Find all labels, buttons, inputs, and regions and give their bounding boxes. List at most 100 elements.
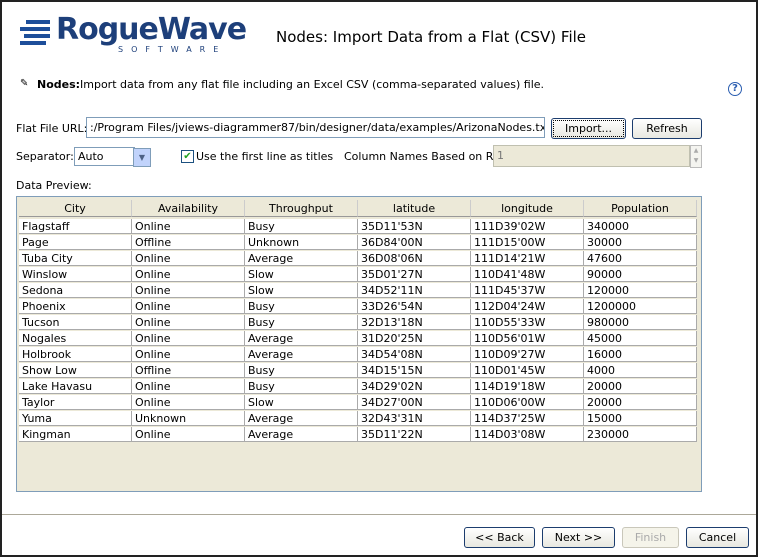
table-cell: 32D13'18N xyxy=(358,315,471,330)
row-label: Column Names Based on Row: xyxy=(344,150,512,163)
table-cell: Average xyxy=(245,251,358,266)
column-header: Throughput xyxy=(245,200,358,217)
table-cell: Average xyxy=(245,331,358,346)
table-cell: 120000 xyxy=(584,283,697,298)
table-cell: 34D27'00N xyxy=(358,395,471,410)
table-cell: Lake Havasu xyxy=(19,379,132,394)
column-header: longitude xyxy=(471,200,584,217)
table-cell: Average xyxy=(245,347,358,362)
table-cell: Offline xyxy=(132,363,245,378)
finish-button: Finish xyxy=(622,527,679,548)
table-cell: 35D11'53N xyxy=(358,219,471,234)
table-cell: 31D20'25N xyxy=(358,331,471,346)
table-cell: Kingman xyxy=(19,427,132,442)
table-cell: Online xyxy=(132,379,245,394)
table-cell: Online xyxy=(132,427,245,442)
column-header: City xyxy=(19,200,132,217)
table-cell: Online xyxy=(132,283,245,298)
table-cell: 33D26'54N xyxy=(358,299,471,314)
table-cell: 34D52'11N xyxy=(358,283,471,298)
table-cell: 34D54'08N xyxy=(358,347,471,362)
table-cell: 47600 xyxy=(584,251,697,266)
table-cell: 32D43'31N xyxy=(358,411,471,426)
import-button[interactable]: Import... xyxy=(551,118,626,139)
table-cell: Nogales xyxy=(19,331,132,346)
back-button[interactable]: << Back xyxy=(464,527,535,548)
table-cell: 20000 xyxy=(584,379,697,394)
url-label: Flat File URL: xyxy=(16,122,88,135)
table-cell: 35D11'22N xyxy=(358,427,471,442)
table-cell: 45000 xyxy=(584,331,697,346)
table-cell: 1200000 xyxy=(584,299,697,314)
table-cell: 111D15'00W xyxy=(471,235,584,250)
table-cell: Tucson xyxy=(19,315,132,330)
logo-icon xyxy=(20,18,50,46)
intro-label: Nodes: xyxy=(37,78,81,91)
table-cell: 110D01'45W xyxy=(471,363,584,378)
table-cell: 4000 xyxy=(584,363,697,378)
intro-text: Import data from any flat file including… xyxy=(80,78,545,91)
table-cell: 30000 xyxy=(584,235,697,250)
row-spinner[interactable]: ▲ ▼ xyxy=(690,145,702,168)
column-header: Availability xyxy=(132,200,245,217)
logo-sub: SOFTWARE xyxy=(118,45,227,54)
table-cell: Taylor xyxy=(19,395,132,410)
table-cell: Holbrook xyxy=(19,347,132,362)
table-cell: Tuba City xyxy=(19,251,132,266)
table-cell: 111D39'02W xyxy=(471,219,584,234)
table-cell: 16000 xyxy=(584,347,697,362)
table-cell: Winslow xyxy=(19,267,132,282)
table-cell: Busy xyxy=(245,315,358,330)
table-cell: 230000 xyxy=(584,427,697,442)
table-cell: Average xyxy=(245,411,358,426)
table-cell: Sedona xyxy=(19,283,132,298)
table-cell: 980000 xyxy=(584,315,697,330)
table-cell: Online xyxy=(132,251,245,266)
table-cell: Show Low xyxy=(19,363,132,378)
table-cell: 111D45'37W xyxy=(471,283,584,298)
table-cell: Slow xyxy=(245,283,358,298)
table-cell: Offline xyxy=(132,235,245,250)
table-cell: Flagstaff xyxy=(19,219,132,234)
table-cell: 114D37'25W xyxy=(471,411,584,426)
table-cell: Busy xyxy=(245,219,358,234)
separator-select[interactable]: Auto xyxy=(74,147,135,166)
table-cell: Online xyxy=(132,219,245,234)
column-header: Population xyxy=(584,200,697,217)
page-title: Nodes: Import Data from a Flat (CSV) Fil… xyxy=(276,28,587,46)
table-cell: 15000 xyxy=(584,411,697,426)
table-cell: 90000 xyxy=(584,267,697,282)
table-cell: 110D55'33W xyxy=(471,315,584,330)
help-button[interactable]: ? xyxy=(728,82,742,96)
table-cell: Online xyxy=(132,299,245,314)
cancel-button[interactable]: Cancel xyxy=(686,527,749,548)
url-field[interactable]: :/Program Files/jviews-diagrammer87/bin/… xyxy=(86,117,545,138)
logo-text: RogueWave xyxy=(56,12,247,47)
table-cell: Online xyxy=(132,267,245,282)
dropdown-arrow[interactable]: ▼ xyxy=(133,148,151,167)
row-field[interactable]: 1 xyxy=(493,145,690,167)
table-cell: 20000 xyxy=(584,395,697,410)
refresh-button[interactable]: Refresh xyxy=(632,118,702,139)
table-cell: Unknown xyxy=(245,235,358,250)
intro-icon: ✎ xyxy=(20,78,29,89)
table-cell: Busy xyxy=(245,299,358,314)
table-cell: 111D14'21W xyxy=(471,251,584,266)
table-cell: Phoenix xyxy=(19,299,132,314)
table-cell: Online xyxy=(132,331,245,346)
table-cell: Busy xyxy=(245,379,358,394)
table-cell: 340000 xyxy=(584,219,697,234)
table-cell: 34D15'15N xyxy=(358,363,471,378)
divider xyxy=(2,514,756,515)
first-line-checkbox[interactable]: ✔ xyxy=(181,150,194,163)
table-cell: Online xyxy=(132,395,245,410)
table-cell: 110D41'48W xyxy=(471,267,584,282)
table-cell: 110D56'01W xyxy=(471,331,584,346)
table-cell: 34D29'02N xyxy=(358,379,471,394)
table-cell: 114D03'08W xyxy=(471,427,584,442)
table-cell: Online xyxy=(132,347,245,362)
next-button[interactable]: Next >> xyxy=(542,527,615,548)
table-cell: Online xyxy=(132,315,245,330)
table-cell: 110D06'00W xyxy=(471,395,584,410)
